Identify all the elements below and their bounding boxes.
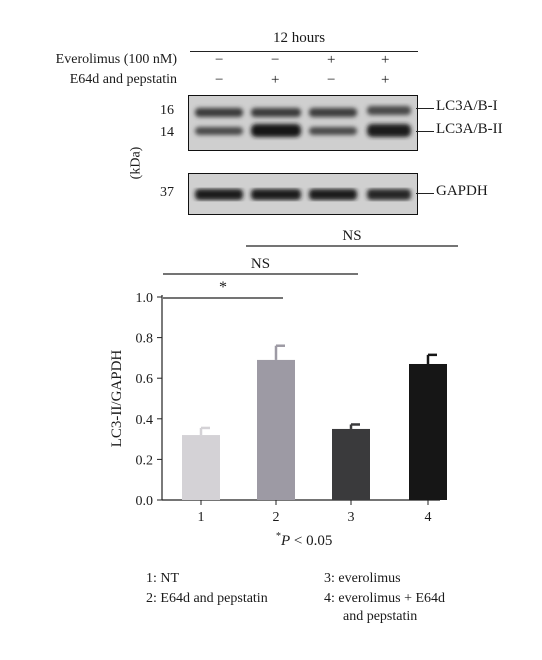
legend-left: 1: NT 2: E64d and pepstatin (146, 570, 268, 608)
treatment-sign: + (381, 52, 390, 68)
y-tick-label: 0.4 (136, 413, 154, 428)
legend-item-4: 4: everolimus + E64d (324, 591, 446, 606)
treatment-sign: + (271, 72, 280, 88)
time-label: 12 hours (273, 30, 326, 46)
y-axis-label: LC3-II/GAPDH (109, 350, 125, 448)
band-lc3i-2 (251, 108, 301, 117)
legend-item-3: 3: everolimus (324, 571, 401, 586)
significance-label: NS (342, 228, 361, 244)
treatment-sign: + (327, 52, 336, 68)
significance-label: NS (251, 256, 270, 272)
x-tick-label: 2 (273, 510, 280, 525)
lc3-bands (189, 96, 417, 150)
marker-37: 37 (160, 185, 174, 200)
x-tick-label: 1 (198, 510, 205, 525)
legend-item-1: 1: NT (146, 571, 180, 586)
y-tick-label: 0.2 (136, 453, 154, 468)
band-lc3ii-2 (251, 124, 301, 137)
treatment-sign: − (327, 72, 336, 88)
bar-chart: 0.0 0.2 0.4 0.6 0.8 1.0 LC3-II/GAPDH 1 2 3 4 NS NS * (109, 228, 458, 525)
legend-item-4-cont: and pepstatin (343, 609, 418, 624)
bar (332, 428, 370, 500)
lc3-blot (188, 95, 418, 151)
treatment-sign: + (381, 72, 390, 88)
x-tick-label: 4 (425, 510, 432, 525)
band-lc3i-3 (309, 108, 357, 117)
treatment-sign: − (271, 52, 280, 68)
time-bar (190, 51, 418, 52)
marker-16: 16 (160, 103, 174, 118)
y-tick-label: 0.8 (136, 332, 154, 347)
x-tick-label: 3 (348, 510, 355, 525)
treatment-label-e64d: E64d and pepstatin (69, 72, 177, 87)
significance-label: * (219, 279, 227, 296)
y-tick-label: 0.6 (136, 372, 154, 387)
band-lc3ii-3 (309, 127, 357, 135)
p-value-footnote: *P < 0.05 (276, 531, 332, 550)
band-gapdh-1 (195, 189, 243, 200)
bar (409, 363, 447, 500)
y-tick-label: 1.0 (136, 291, 154, 306)
gapdh-bands (189, 174, 417, 214)
treatment-sign: − (215, 52, 224, 68)
footnote-rest: < 0.05 (290, 533, 333, 549)
band-lc3ii-4 (367, 124, 411, 137)
gapdh-blot (188, 173, 418, 215)
band-gapdh-2 (251, 189, 301, 200)
legend-right: 3: everolimus 4: everolimus + E64d and p… (324, 570, 445, 626)
bar (182, 435, 220, 500)
band-gapdh-4 (367, 189, 411, 200)
y-tick-label: 0.0 (136, 494, 154, 509)
marker-14: 14 (160, 125, 174, 140)
band-lc3ii-1 (195, 127, 243, 135)
band-gapdh-3 (309, 189, 357, 200)
connector-gapdh (416, 193, 434, 194)
connector-lc3i (416, 108, 434, 109)
band-label-lc3i: LC3A/B-I (436, 98, 498, 114)
band-label-lc3ii: LC3A/B-II (436, 121, 503, 137)
bar (257, 359, 295, 500)
band-label-gapdh: GAPDH (436, 183, 488, 199)
treatment-sign: − (215, 72, 224, 88)
band-lc3i-4 (367, 106, 411, 115)
treatment-label-everolimus: Everolimus (100 nM) (55, 52, 177, 67)
connector-lc3ii (416, 131, 434, 132)
legend-item-2: 2: E64d and pepstatin (146, 591, 268, 606)
footnote-star: * (276, 531, 281, 542)
footnote-p: P (281, 533, 291, 549)
band-lc3i-1 (195, 108, 243, 117)
